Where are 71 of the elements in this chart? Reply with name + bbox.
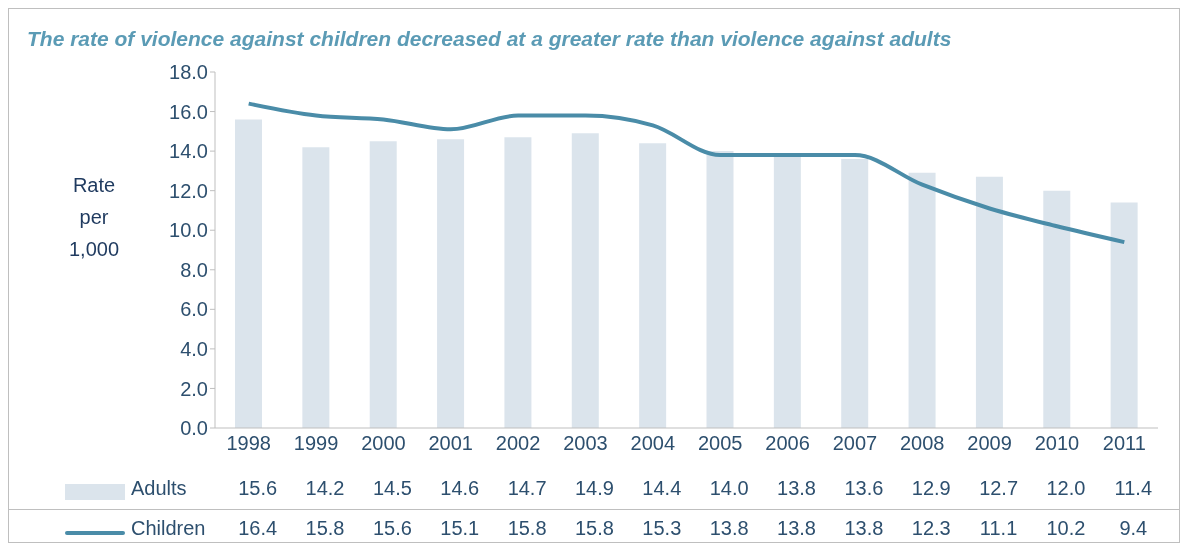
- x-tick-label: 2004: [630, 432, 676, 455]
- bar: [841, 159, 869, 428]
- legend-label: Adults: [131, 477, 187, 500]
- x-tick-label: 2009: [967, 432, 1012, 455]
- x-tick-label: 2002: [495, 432, 541, 455]
- data-label: 12.9: [910, 477, 952, 500]
- data-label: 12.7: [978, 477, 1020, 500]
- x-tick-label: 2001: [428, 432, 473, 455]
- bar: [639, 143, 667, 428]
- y-tick-label: 10.0: [169, 219, 208, 242]
- bar: [1043, 190, 1071, 428]
- x-tick-label: 2008: [900, 432, 945, 455]
- bar: [706, 151, 734, 428]
- data-label: 15.8: [506, 517, 548, 540]
- y-tick-label: 18.0: [169, 61, 208, 84]
- data-label: 16.4: [237, 517, 279, 540]
- data-label: 14.9: [574, 477, 615, 500]
- bar: [571, 133, 599, 428]
- y-tick-label: 0.0: [180, 417, 208, 440]
- chart-title: The rate of violence against children decreased at a greater rate than violence against adults: [27, 27, 952, 51]
- x-tick-label: 2005: [697, 432, 743, 455]
- line-series: [246, 101, 1127, 245]
- data-label: 13.8: [776, 477, 817, 500]
- data-label: 11.1: [978, 517, 1019, 540]
- y-tick-label: 12.0: [169, 179, 208, 202]
- bar: [369, 141, 397, 428]
- data-label: 15.8: [574, 517, 615, 540]
- x-tick-label: 2011: [1102, 432, 1146, 455]
- y-tick-label: 2.0: [180, 377, 208, 400]
- data-label: 15.6: [237, 477, 279, 500]
- bar: [235, 119, 262, 428]
- data-label: 13.8: [708, 517, 750, 540]
- x-tick-label: 1998: [226, 432, 271, 455]
- data-label: 10.2: [1045, 517, 1087, 540]
- data-label: 13.8: [776, 517, 817, 540]
- data-label: 15.6: [371, 517, 413, 540]
- y-tick-label: 8.0: [180, 258, 208, 281]
- y-tick-label: 14.0: [169, 140, 208, 163]
- data-label: 13.8: [843, 517, 885, 540]
- y-tick-label: 6.0: [180, 298, 208, 321]
- bar: [773, 155, 801, 428]
- x-tick-label: 1999: [293, 432, 339, 455]
- y-tick-label: 16.0: [169, 100, 208, 123]
- x-tick-label: 2003: [563, 432, 608, 455]
- data-label: 15.1: [439, 517, 481, 540]
- x-tick-label: 2006: [765, 432, 810, 455]
- data-label: 9.4: [1118, 517, 1149, 540]
- bar: [1110, 202, 1138, 428]
- bar: [908, 172, 936, 428]
- x-tick-label: 2010: [1034, 432, 1080, 455]
- bar: [302, 147, 330, 428]
- data-label: 14.4: [641, 477, 683, 500]
- bar: [504, 137, 532, 428]
- bar: [437, 139, 465, 428]
- data-label: 13.6: [843, 477, 885, 500]
- y-tick-label: 4.0: [180, 337, 208, 360]
- bar: [975, 176, 1003, 428]
- y-axis-title: Rate per 1,000: [67, 173, 121, 262]
- x-tick-label: 2000: [361, 432, 406, 455]
- x-tick-label: 2007: [832, 432, 878, 455]
- data-label: 14.2: [304, 477, 346, 500]
- data-label: 12.3: [910, 517, 952, 540]
- data-label: 15.8: [304, 517, 346, 540]
- data-label: 12.0: [1045, 477, 1087, 500]
- data-label: 14.5: [371, 477, 413, 500]
- data-label: 14.6: [439, 477, 481, 500]
- data-label: 11.4: [1113, 477, 1154, 500]
- legend-label: Children: [131, 517, 206, 540]
- data-label: 14.0: [708, 477, 750, 500]
- data-label: 14.7: [506, 477, 548, 500]
- data-label: 15.3: [641, 517, 683, 540]
